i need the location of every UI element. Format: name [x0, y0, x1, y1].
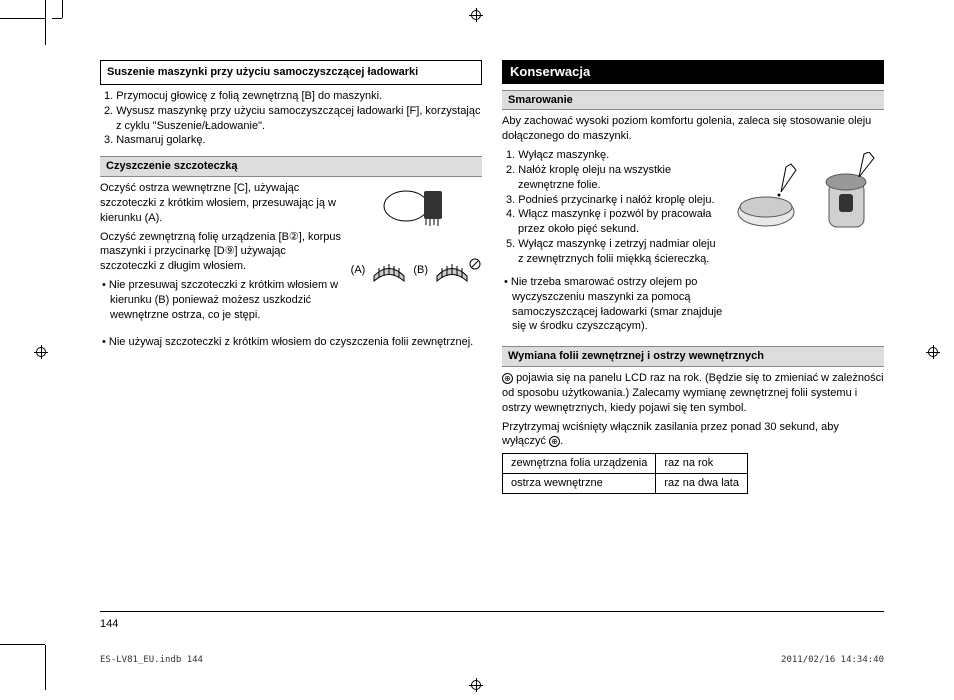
- bullet-item: • Nie trzeba smarować ostrzy olejem po w…: [502, 275, 723, 334]
- replace-p2: Przytrzymaj wciśnięty włącznik zasilania…: [502, 420, 884, 450]
- intro-text: Aby zachować wysoki poziom komfortu gole…: [502, 114, 884, 144]
- drying-steps: 1. Przymocuj głowicę z folią zewnętrzną …: [100, 89, 482, 148]
- footer-file: ES-LV81_EU.indb 144: [100, 655, 203, 665]
- crop-mark: [0, 644, 45, 645]
- left-column: Suszenie maszynki przy użyciu samoczyszc…: [100, 60, 482, 660]
- registration-mark-icon: [469, 8, 483, 22]
- table-cell: ostrza wewnętrzne: [503, 474, 656, 494]
- foil-a-icon: [369, 256, 409, 286]
- table-row: ostrza wewnętrzneraz na dwa lata: [503, 474, 748, 494]
- step-item: 4. Włącz maszynkę i pozwól by pracowała …: [506, 207, 723, 237]
- paragraph: Oczyść zewnętrzną folię urządzenia [B②],…: [100, 230, 343, 275]
- hand-brush-icon: [376, 181, 456, 251]
- crop-mark: [52, 18, 62, 19]
- paragraph: Oczyść ostrza wewnętrzne [C], używając s…: [100, 181, 343, 226]
- crop-mark: [0, 18, 45, 19]
- step-item: 3. Nasmaruj golarkę.: [104, 133, 482, 148]
- foil-b-icon: [432, 256, 482, 286]
- right-column: Konserwacja Smarowanie Aby zachować wyso…: [502, 60, 884, 660]
- brush-illustration: (A) (B): [351, 181, 482, 286]
- table-cell: zewnętrzna folia urządzenia: [503, 454, 656, 474]
- section-heading-lube: Smarowanie: [502, 90, 884, 111]
- registration-mark-icon: [926, 345, 940, 359]
- manual-page: Suszenie maszynki przy użyciu samoczyszc…: [0, 0, 954, 700]
- oil-foil-icon: [731, 162, 806, 232]
- table-cell: raz na dwa lata: [656, 474, 748, 494]
- footer-rule: [100, 611, 884, 612]
- replacement-table: zewnętrzna folia urządzeniaraz na rok os…: [502, 453, 748, 494]
- content-columns: Suszenie maszynki przy użyciu samoczyszc…: [100, 60, 884, 660]
- brush-cleaning-block: Oczyść ostrza wewnętrzne [C], używając s…: [100, 181, 482, 327]
- registration-mark-icon: [34, 345, 48, 359]
- print-footer: ES-LV81_EU.indb 144 2011/02/16 14:34:40: [100, 655, 884, 665]
- lube-steps: 1. Wyłącz maszynkę. 2. Nałóż kroplę olej…: [502, 148, 723, 267]
- step-item: 3. Podnieś przycinarkę i nałóż kroplę ol…: [506, 193, 723, 208]
- oil-shaver-icon: [809, 152, 884, 232]
- lubrication-block: 1. Wyłącz maszynkę. 2. Nałóż kroplę olej…: [502, 148, 884, 338]
- crop-mark: [45, 645, 46, 690]
- footer-date: 2011/02/16 14:34:40: [781, 655, 884, 665]
- boxed-heading: Suszenie maszynki przy użyciu samoczyszc…: [100, 60, 482, 85]
- oil-illustration: [731, 148, 884, 237]
- step-item: 5. Wyłącz maszynkę i zetrzyj nadmiar ole…: [506, 237, 723, 267]
- page-number: 144: [100, 618, 118, 630]
- step-item: 1. Przymocuj głowicę z folią zewnętrzną …: [104, 89, 482, 104]
- step-item: 2. Wysusz maszynkę przy użyciu samoczysz…: [104, 104, 482, 134]
- crop-mark: [45, 0, 46, 45]
- lcd-symbol-icon: ⊕: [549, 436, 560, 447]
- main-section-title: Konserwacja: [502, 60, 884, 84]
- table-row: zewnętrzna folia urządzeniaraz na rok: [503, 454, 748, 474]
- section-heading-replace: Wymiana folii zewnętrznej i ostrzy wewnę…: [502, 346, 884, 367]
- step-item: 1. Wyłącz maszynkę.: [506, 148, 723, 163]
- replace-p1: ⊕ pojawia się na panelu LCD raz na rok. …: [502, 371, 884, 416]
- step-item: 2. Nałóż kroplę oleju na wszystkie zewnę…: [506, 163, 723, 193]
- bullet-item: • Nie przesuwaj szczoteczki z krótkim wł…: [100, 278, 343, 323]
- table-cell: raz na rok: [656, 454, 748, 474]
- registration-mark-icon: [469, 678, 483, 692]
- bullet-item: • Nie używaj szczoteczki z krótkim włosi…: [100, 335, 482, 350]
- section-heading-brush: Czyszczenie szczoteczką: [100, 156, 482, 177]
- label-a: (A): [351, 263, 366, 278]
- crop-mark: [62, 0, 63, 18]
- lcd-symbol-icon: ⊕: [502, 373, 513, 384]
- label-b: (B): [413, 263, 428, 278]
